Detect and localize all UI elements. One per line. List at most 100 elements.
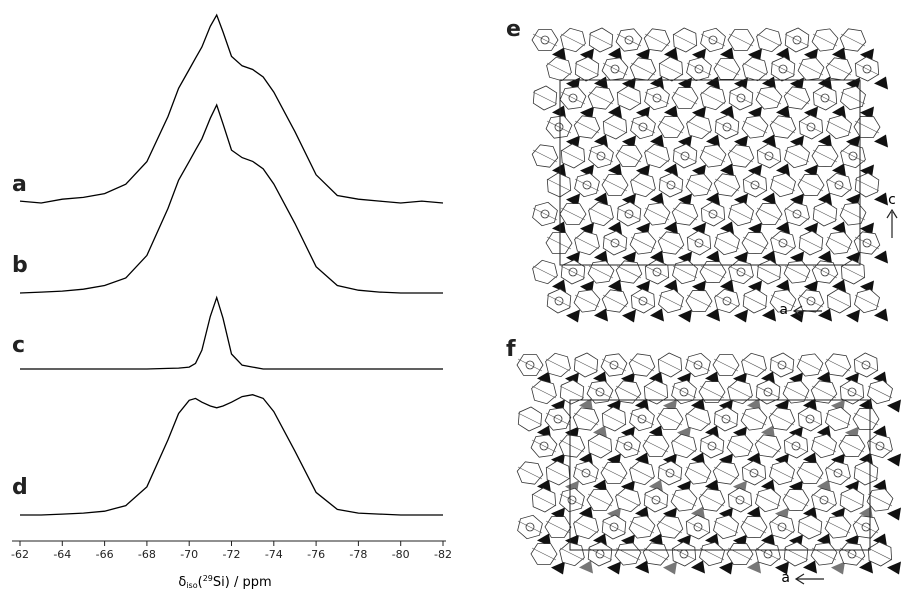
edge xyxy=(812,33,838,47)
edge xyxy=(532,91,558,105)
cation xyxy=(791,441,801,451)
cation xyxy=(819,495,829,505)
edge xyxy=(741,466,767,480)
edge xyxy=(517,412,543,426)
edge xyxy=(559,439,585,453)
edge xyxy=(840,207,866,221)
spectrum xyxy=(20,394,443,516)
tetrahedron xyxy=(846,251,860,265)
edge xyxy=(713,466,739,480)
tetrahedron xyxy=(748,164,762,178)
edge xyxy=(867,385,893,399)
tetrahedron xyxy=(608,279,622,293)
tetrahedron xyxy=(803,452,817,466)
edge xyxy=(643,493,669,507)
edge xyxy=(797,520,823,534)
edge xyxy=(686,62,712,76)
edge xyxy=(588,91,614,105)
tetrahedron xyxy=(622,77,636,91)
tetrahedron xyxy=(593,425,607,439)
edge xyxy=(741,520,767,534)
edge xyxy=(657,466,683,480)
edge xyxy=(588,207,614,221)
edge xyxy=(699,439,725,453)
edge xyxy=(826,236,852,250)
edge xyxy=(700,91,726,105)
cation xyxy=(665,468,675,478)
tetrahedron xyxy=(874,134,888,148)
edge xyxy=(713,412,739,426)
x-tick-label: -82 xyxy=(434,548,452,561)
edge xyxy=(714,294,740,308)
tetrahedron xyxy=(636,280,650,294)
edge xyxy=(825,520,851,534)
tetrahedron xyxy=(607,561,621,575)
tetrahedron xyxy=(818,192,832,206)
cation xyxy=(722,296,732,306)
tetrahedron xyxy=(552,279,566,293)
edge xyxy=(644,265,670,279)
edge xyxy=(728,33,754,47)
cation xyxy=(581,468,591,478)
edge xyxy=(798,120,824,134)
edge xyxy=(867,493,893,507)
edge xyxy=(546,120,572,134)
edge xyxy=(798,178,824,192)
tetrahedron xyxy=(776,221,790,235)
tetrahedron xyxy=(622,251,636,265)
edge xyxy=(601,358,627,372)
tetrahedron xyxy=(706,134,720,148)
tetrahedron xyxy=(762,308,776,322)
edge xyxy=(658,62,684,76)
tetrahedron xyxy=(566,309,580,323)
tetrahedron xyxy=(887,507,901,521)
edge xyxy=(685,520,711,534)
tetrahedron xyxy=(831,561,845,575)
edge xyxy=(714,236,740,250)
tetrahedron xyxy=(649,371,663,385)
edge xyxy=(686,236,712,250)
edge xyxy=(769,412,795,426)
tetrahedron xyxy=(873,533,887,547)
cation xyxy=(806,122,816,132)
edge xyxy=(546,236,572,250)
tetrahedron xyxy=(873,425,887,439)
cation xyxy=(736,267,746,277)
cation xyxy=(778,238,788,248)
edge xyxy=(574,294,600,308)
cation xyxy=(707,441,717,451)
edge xyxy=(727,439,753,453)
edge xyxy=(517,358,543,372)
tetrahedron xyxy=(790,193,804,207)
tetrahedron xyxy=(594,308,608,322)
edge xyxy=(853,358,879,372)
tetrahedron xyxy=(650,250,664,264)
cation xyxy=(735,495,745,505)
edge xyxy=(839,439,865,453)
cation xyxy=(568,93,578,103)
edge xyxy=(728,149,754,163)
cation xyxy=(638,122,648,132)
edge xyxy=(615,439,641,453)
cation xyxy=(749,468,759,478)
cation xyxy=(820,267,830,277)
cation xyxy=(834,180,844,190)
edge xyxy=(811,439,837,453)
tetrahedron xyxy=(804,106,818,120)
edge xyxy=(686,178,712,192)
cation xyxy=(554,296,564,306)
tetrahedron xyxy=(566,135,580,149)
tetrahedron xyxy=(552,163,566,177)
cation xyxy=(736,93,746,103)
edge xyxy=(825,358,851,372)
edge xyxy=(602,62,628,76)
edge xyxy=(727,385,753,399)
tetrahedron xyxy=(537,479,551,493)
edge xyxy=(629,466,655,480)
cation xyxy=(609,360,619,370)
x-tick-label: -68 xyxy=(138,548,156,561)
tetrahedron xyxy=(747,560,761,574)
cation xyxy=(861,360,871,370)
cation xyxy=(596,151,606,161)
edge xyxy=(560,149,586,163)
